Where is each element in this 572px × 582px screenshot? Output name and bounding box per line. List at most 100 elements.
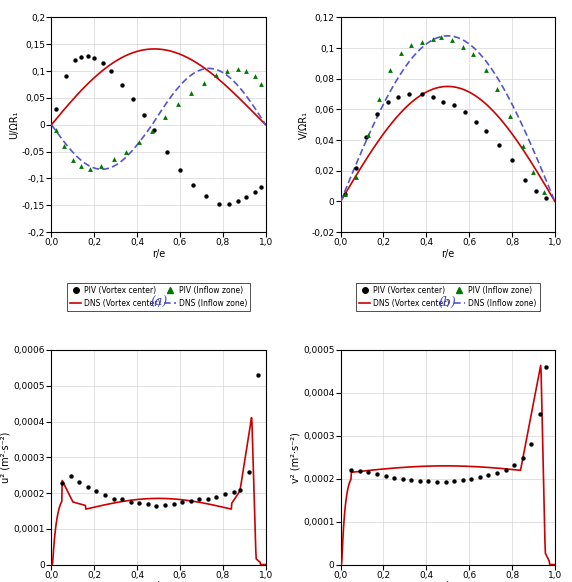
Text: (a): (a): [150, 296, 167, 309]
Point: [482, 126, 491, 136]
Point: [251, 72, 260, 81]
Point: [173, 100, 182, 109]
Point: [186, 88, 195, 97]
Point: [407, 40, 416, 49]
Point: [510, 460, 519, 470]
Point: [152, 502, 161, 511]
Y-axis label: V/ΩR₁: V/ΩR₁: [299, 111, 308, 139]
Y-axis label: u² (m²·s⁻²): u² (m²·s⁻²): [1, 432, 11, 483]
Point: [531, 186, 540, 196]
Point: [535, 410, 545, 419]
Point: [223, 66, 232, 76]
Point: [84, 51, 93, 61]
Point: [507, 155, 517, 165]
Point: [135, 138, 144, 147]
Point: [521, 175, 530, 184]
Point: [62, 72, 71, 81]
Point: [109, 495, 118, 504]
Point: [85, 164, 94, 173]
Point: [96, 161, 105, 171]
Point: [355, 466, 364, 475]
Point: [415, 476, 424, 485]
Point: [372, 109, 382, 119]
Point: [162, 147, 172, 156]
Point: [236, 485, 245, 495]
Point: [233, 65, 243, 74]
Point: [51, 126, 60, 135]
Point: [77, 52, 86, 62]
Point: [394, 93, 403, 102]
Point: [242, 193, 251, 202]
Point: [450, 100, 459, 109]
X-axis label: r/e: r/e: [441, 581, 454, 582]
Point: [203, 494, 212, 503]
Point: [233, 197, 243, 206]
Point: [340, 189, 349, 198]
Point: [432, 477, 442, 487]
Point: [118, 495, 127, 504]
Point: [169, 499, 178, 509]
Point: [381, 471, 390, 480]
Point: [518, 141, 527, 151]
Point: [135, 498, 144, 508]
Point: [51, 104, 60, 113]
Point: [199, 78, 208, 87]
Point: [340, 189, 349, 198]
Point: [351, 172, 360, 182]
Point: [492, 85, 502, 94]
Point: [242, 66, 251, 76]
Point: [437, 33, 446, 42]
Point: [257, 79, 266, 88]
X-axis label: r/e: r/e: [152, 249, 165, 258]
Point: [77, 161, 86, 171]
Point: [458, 42, 467, 51]
Point: [212, 71, 221, 80]
Point: [351, 163, 360, 172]
Point: [176, 166, 185, 175]
Point: [101, 490, 110, 499]
Point: [469, 49, 478, 59]
Point: [527, 440, 536, 449]
Point: [214, 200, 223, 209]
Point: [201, 191, 210, 201]
Point: [447, 36, 456, 45]
Point: [177, 498, 186, 507]
Point: [92, 487, 101, 496]
Point: [441, 477, 450, 487]
Point: [495, 140, 504, 150]
Point: [539, 187, 549, 197]
Point: [450, 477, 459, 486]
Point: [375, 94, 384, 104]
Point: [428, 34, 438, 44]
Point: [68, 155, 77, 164]
Point: [253, 370, 263, 379]
Point: [90, 53, 99, 62]
Point: [98, 58, 108, 68]
Point: [364, 467, 373, 477]
Point: [66, 471, 76, 481]
Point: [529, 168, 538, 177]
Point: [244, 467, 253, 477]
Point: [194, 495, 204, 504]
Point: [188, 180, 197, 190]
Point: [128, 94, 137, 104]
Point: [70, 56, 80, 65]
Point: [458, 475, 467, 485]
Point: [229, 488, 238, 497]
Point: [386, 65, 395, 74]
Point: [404, 90, 414, 99]
Point: [160, 112, 169, 121]
Point: [118, 80, 127, 89]
X-axis label: r/e: r/e: [441, 249, 454, 258]
Legend: PIV (Vortex center), DNS (Vortex center), PIV (Inflow zone), DNS (Inflow zone): PIV (Vortex center), DNS (Vortex center)…: [67, 283, 251, 311]
Point: [475, 473, 484, 482]
Point: [439, 97, 448, 107]
Point: [518, 453, 527, 463]
Point: [220, 490, 229, 499]
Point: [75, 477, 84, 486]
Point: [126, 497, 136, 506]
Point: [467, 474, 476, 484]
Point: [109, 154, 118, 163]
Point: [225, 200, 234, 209]
Point: [482, 65, 491, 74]
